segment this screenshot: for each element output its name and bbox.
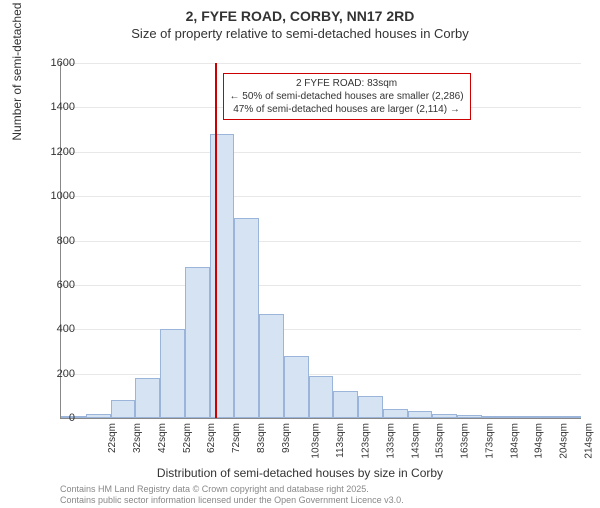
- histogram-bar: [160, 329, 185, 418]
- footer-attribution: Contains HM Land Registry data © Crown c…: [60, 484, 404, 506]
- gridline: [61, 329, 581, 330]
- histogram-bar: [556, 416, 581, 418]
- histogram-bar: [531, 416, 556, 418]
- xtick-label: 113sqm: [335, 423, 346, 458]
- footer-line2: Contains public sector information licen…: [60, 495, 404, 506]
- ytick-label: 0: [40, 412, 75, 424]
- ytick-label: 400: [40, 323, 75, 335]
- xtick-label: 83sqm: [256, 423, 267, 453]
- histogram-bar: [86, 414, 111, 418]
- ytick-label: 1200: [40, 146, 75, 158]
- reference-line: [215, 63, 217, 418]
- histogram-bar: [111, 400, 136, 418]
- chart-title-sub: Size of property relative to semi-detach…: [0, 26, 600, 41]
- xtick-label: 214sqm: [583, 423, 594, 459]
- ytick-label: 1000: [40, 190, 75, 202]
- xtick-label: 32sqm: [132, 423, 143, 453]
- xtick-label: 194sqm: [534, 423, 545, 459]
- gridline: [61, 241, 581, 242]
- xtick-label: 173sqm: [484, 423, 495, 459]
- histogram-bar: [234, 218, 259, 418]
- chart-plot-area: 22sqm32sqm42sqm52sqm62sqm72sqm83sqm93sqm…: [60, 63, 581, 419]
- xtick-label: 72sqm: [231, 423, 242, 453]
- xtick-label: 163sqm: [460, 423, 471, 459]
- xtick-label: 184sqm: [509, 423, 520, 459]
- ytick-label: 1600: [40, 57, 75, 69]
- histogram-bar: [432, 414, 457, 418]
- xtick-label: 123sqm: [361, 423, 372, 459]
- histogram-bar: [358, 396, 383, 418]
- annotation-title: 2 FYFE ROAD: 83sqm: [230, 77, 464, 90]
- histogram-bar: [210, 134, 235, 418]
- xtick-label: 22sqm: [107, 423, 118, 453]
- xtick-label: 204sqm: [559, 423, 570, 459]
- xtick-label: 103sqm: [311, 423, 322, 459]
- xtick-label: 62sqm: [206, 423, 217, 453]
- xtick-label: 42sqm: [157, 423, 168, 453]
- ytick-label: 600: [40, 279, 75, 291]
- gridline: [61, 285, 581, 286]
- xtick-label: 133sqm: [385, 423, 396, 459]
- footer-line1: Contains HM Land Registry data © Crown c…: [60, 484, 404, 495]
- gridline: [61, 196, 581, 197]
- xtick-label: 93sqm: [281, 423, 292, 453]
- chart-title-main: 2, FYFE ROAD, CORBY, NN17 2RD: [0, 8, 600, 24]
- gridline: [61, 374, 581, 375]
- xtick-label: 153sqm: [435, 423, 446, 459]
- histogram-bar: [259, 314, 284, 418]
- gridline: [61, 152, 581, 153]
- histogram-bar: [185, 267, 210, 418]
- histogram-bar: [507, 416, 532, 418]
- gridline: [61, 63, 581, 64]
- xtick-label: 143sqm: [410, 423, 421, 459]
- annotation-line1: ← 50% of semi-detached houses are smalle…: [230, 90, 464, 103]
- histogram-bar: [284, 356, 309, 418]
- histogram-bar: [408, 411, 433, 418]
- annotation-line2: 47% of semi-detached houses are larger (…: [230, 103, 464, 116]
- x-axis-label: Distribution of semi-detached houses by …: [0, 466, 600, 480]
- histogram-bar: [482, 416, 507, 418]
- y-axis-label: Number of semi-detached properties: [10, 0, 24, 141]
- histogram-bar: [309, 376, 334, 418]
- annotation-box: 2 FYFE ROAD: 83sqm← 50% of semi-detached…: [223, 73, 471, 120]
- histogram-bar: [383, 409, 408, 418]
- ytick-label: 1400: [40, 101, 75, 113]
- ytick-label: 800: [40, 235, 75, 247]
- ytick-label: 200: [40, 368, 75, 380]
- xtick-label: 52sqm: [182, 423, 193, 453]
- histogram-bar: [135, 378, 160, 418]
- histogram-bar: [457, 415, 482, 418]
- histogram-bar: [333, 391, 358, 418]
